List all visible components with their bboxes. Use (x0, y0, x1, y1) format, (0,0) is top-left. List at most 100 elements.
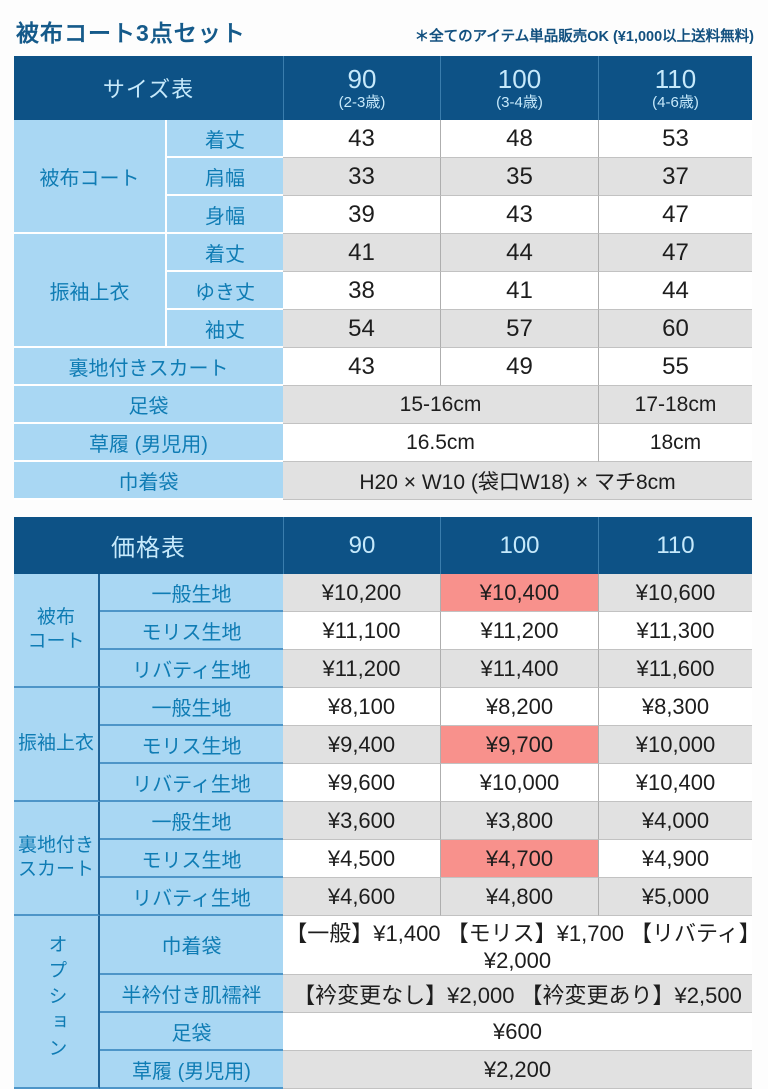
price-cell: ¥11,200 (440, 612, 598, 650)
size-col-age: (3-4歳) (496, 94, 543, 111)
size-value-cell-span: H20 × W10 (袋口W18) × マチ8cm (283, 462, 752, 500)
size-col-header-100: 100 (3-4歳) (440, 56, 598, 120)
option-label: 半衿付き肌襦袢 (100, 975, 283, 1013)
price-group-options: オプション (14, 916, 100, 1089)
price-table: 価格表 90 100 110 被布 コート 一般生地 ¥10,200 ¥10,4… (14, 517, 752, 1089)
price-cell: ¥9,400 (283, 726, 440, 764)
price-cell: ¥4,800 (440, 878, 598, 916)
price-cell: ¥4,900 (598, 840, 752, 878)
size-value-cell: 60 (598, 310, 752, 348)
size-table-title: サイズ表 (14, 56, 283, 120)
size-value-cell: 53 (598, 120, 752, 158)
price-cell: ¥10,600 (598, 574, 752, 612)
size-col-header-110: 110 (4-6歳) (598, 56, 752, 120)
size-value-cell: 39 (283, 196, 440, 234)
price-cell: ¥4,000 (598, 802, 752, 840)
size-value-cell: 35 (440, 158, 598, 196)
price-cell: ¥4,500 (283, 840, 440, 878)
price-cell: ¥11,200 (283, 650, 440, 688)
size-value-cell: 17-18cm (598, 386, 752, 424)
row-label-lined-skirt: 裏地付きスカート (14, 348, 283, 386)
fabric-label: 一般生地 (100, 688, 283, 726)
page-title: 被布コート3点セット (16, 20, 246, 46)
price-col-header-110: 110 (598, 517, 752, 574)
option-label: 巾着袋 (100, 916, 283, 975)
size-value-cell: 37 (598, 158, 752, 196)
size-col-size: 100 (497, 64, 542, 94)
size-value-cell: 55 (598, 348, 752, 386)
size-value-cell-span: 16.5cm (283, 424, 598, 462)
price-cell: ¥3,800 (440, 802, 598, 840)
size-value-cell: 47 (598, 196, 752, 234)
price-group-lined-skirt: 裏地付き スカート (14, 802, 100, 916)
row-label: 袖丈 (167, 310, 283, 348)
option-price-cell: ¥600 (283, 1013, 752, 1051)
group-label-hifu-coat: 被布コート (14, 120, 167, 234)
size-value-cell: 41 (440, 272, 598, 310)
price-cell: ¥3,600 (283, 802, 440, 840)
row-label: ゆき丈 (167, 272, 283, 310)
price-cell: ¥11,600 (598, 650, 752, 688)
size-value-cell-span: 15-16cm (283, 386, 598, 424)
size-col-age: (2-3歳) (338, 94, 386, 111)
price-cell: ¥10,200 (283, 574, 440, 612)
row-label: 着丈 (167, 120, 283, 158)
size-col-age: (4-6歳) (652, 94, 699, 111)
row-label-kinchaku: 巾着袋 (14, 462, 283, 500)
row-label-tabi: 足袋 (14, 386, 283, 424)
row-label: 着丈 (167, 234, 283, 272)
size-col-size: 110 (654, 64, 697, 94)
size-value-cell: 33 (283, 158, 440, 196)
fabric-label: モリス生地 (100, 612, 283, 650)
price-table-title: 価格表 (14, 517, 283, 574)
price-cell: ¥4,600 (283, 878, 440, 916)
fabric-label: モリス生地 (100, 840, 283, 878)
group-label-furisode-top: 振袖上衣 (14, 234, 167, 348)
row-label-zori: 草履 (男児用) (14, 424, 283, 462)
size-value-cell: 54 (283, 310, 440, 348)
fabric-label: リバティ生地 (100, 878, 283, 916)
price-col-header-100: 100 (440, 517, 598, 574)
size-col-size: 90 (347, 64, 377, 94)
price-cell: ¥9,600 (283, 764, 440, 802)
price-cell: ¥11,300 (598, 612, 752, 650)
price-group-furisode-top: 振袖上衣 (14, 688, 100, 802)
price-cell: ¥8,200 (440, 688, 598, 726)
price-cell: ¥10,000 (440, 764, 598, 802)
size-value-cell: 44 (598, 272, 752, 310)
price-group-hifu-coat: 被布 コート (14, 574, 100, 688)
size-value-cell: 43 (283, 348, 440, 386)
top-bar: 被布コート3点セット ＊全てのアイテム単品販売OK (¥1,000以上送料無料) (0, 0, 768, 56)
size-value-cell: 43 (283, 120, 440, 158)
option-price-cell: ¥2,200 (283, 1051, 752, 1089)
row-label: 身幅 (167, 196, 283, 234)
size-value-cell: 57 (440, 310, 598, 348)
fabric-label: 一般生地 (100, 574, 283, 612)
row-label: 肩幅 (167, 158, 283, 196)
price-col-header-90: 90 (283, 517, 440, 574)
size-value-cell: 38 (283, 272, 440, 310)
size-value-cell: 43 (440, 196, 598, 234)
options-vertical-label: オプション (45, 933, 67, 1064)
highlighted-price-cell: ¥9,700 (440, 726, 598, 764)
page-note: ＊全てのアイテム単品販売OK (¥1,000以上送料無料) (414, 29, 754, 45)
size-value-cell: 41 (283, 234, 440, 272)
price-cell: ¥10,000 (598, 726, 752, 764)
size-value-cell: 44 (440, 234, 598, 272)
fabric-label: リバティ生地 (100, 650, 283, 688)
fabric-label: リバティ生地 (100, 764, 283, 802)
price-cell: ¥8,300 (598, 688, 752, 726)
fabric-label: 一般生地 (100, 802, 283, 840)
price-cell: ¥10,400 (598, 764, 752, 802)
option-price-cell: 【衿変更なし】¥2,000 【衿変更あり】¥2,500 (283, 975, 752, 1013)
size-value-cell: 48 (440, 120, 598, 158)
option-label: 足袋 (100, 1013, 283, 1051)
size-col-header-90: 90 (2-3歳) (283, 56, 440, 120)
price-cell: ¥11,400 (440, 650, 598, 688)
size-value-cell: 18cm (598, 424, 752, 462)
fabric-label: モリス生地 (100, 726, 283, 764)
price-cell: ¥11,100 (283, 612, 440, 650)
price-cell: ¥5,000 (598, 878, 752, 916)
option-label: 草履 (男児用) (100, 1051, 283, 1089)
